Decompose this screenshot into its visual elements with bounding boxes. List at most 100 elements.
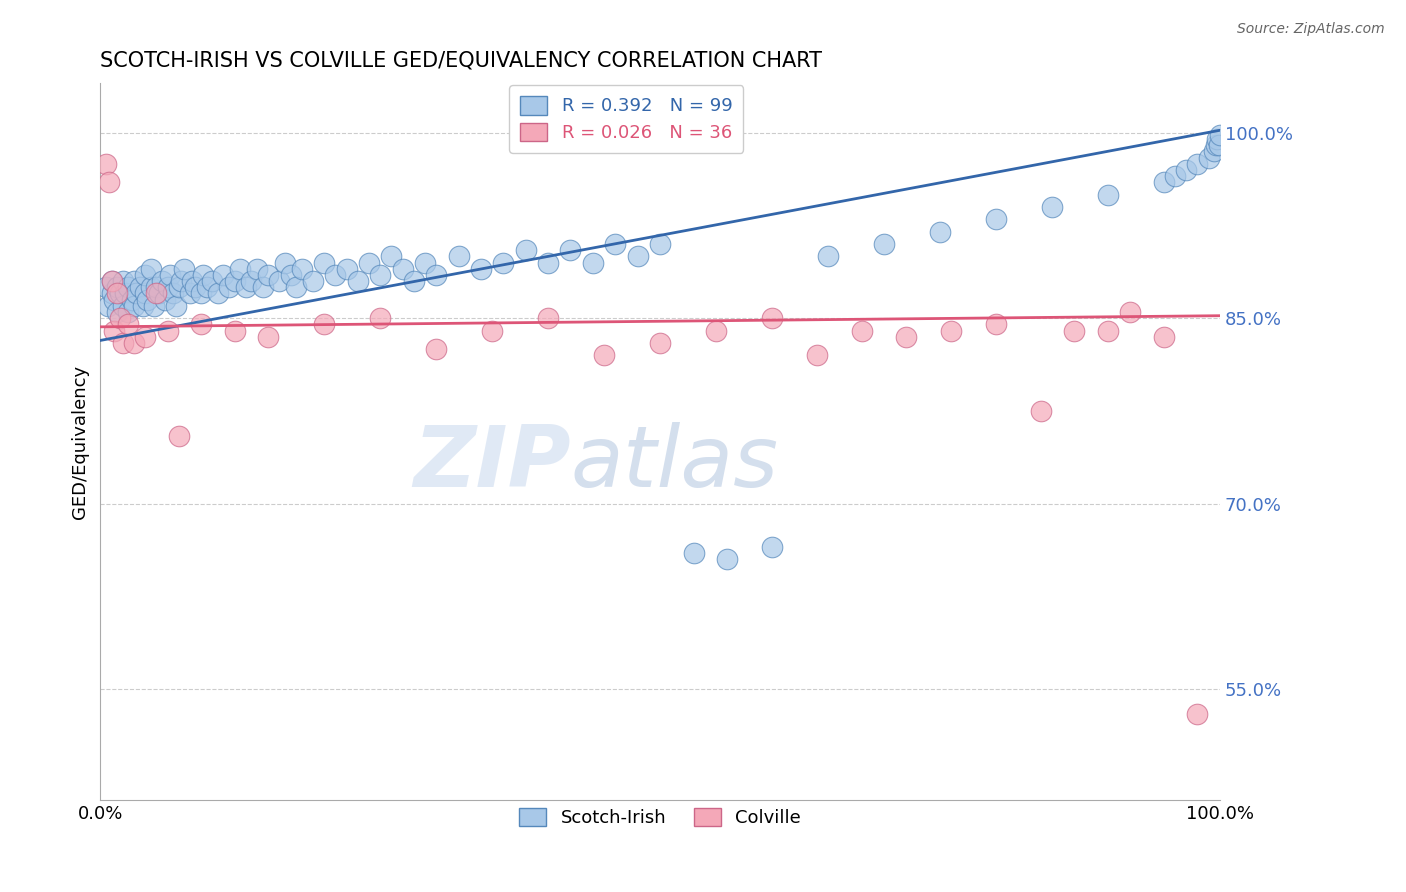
Point [148,286,170,301]
Point [105,305,128,319]
Point [593,348,616,362]
Point [357,255,380,269]
Point [240,274,263,288]
Point [1198,151,1220,165]
Point [605,237,627,252]
Point [139,261,162,276]
Point [1187,706,1209,721]
Legend: Scotch-Irish, Colville: Scotch-Irish, Colville [512,800,808,834]
Text: ZIP: ZIP [413,422,571,505]
Point [110,311,132,326]
Point [193,268,215,282]
Point [139,280,162,294]
Point [121,293,143,307]
Point [413,255,436,269]
Point [201,274,224,288]
Point [346,274,368,288]
Point [195,280,218,294]
Point [117,280,139,294]
Point [190,318,212,332]
Point [128,280,150,294]
Point [167,428,190,442]
Point [470,261,492,276]
Point [817,249,839,263]
Point [100,274,122,288]
Point [325,268,347,282]
Point [1119,305,1142,319]
Point [105,280,128,294]
Point [97,299,120,313]
Point [280,268,302,282]
Point [170,274,193,288]
Point [1175,162,1198,177]
Point [380,249,402,263]
Point [103,324,125,338]
Point [1097,324,1119,338]
Point [122,299,145,313]
Point [873,237,896,252]
Point [111,335,134,350]
Point [111,299,134,313]
Text: Source: ZipAtlas.com: Source: ZipAtlas.com [1237,22,1385,37]
Point [492,255,515,269]
Point [928,225,950,239]
Point [150,274,173,288]
Point [402,274,425,288]
Point [134,268,156,282]
Point [425,268,447,282]
Point [117,305,139,319]
Point [481,324,503,338]
Point [224,324,246,338]
Y-axis label: GED/Equivalency: GED/Equivalency [72,365,89,519]
Point [1153,329,1175,343]
Point [537,311,560,326]
Point [896,329,918,343]
Point [851,324,873,338]
Point [1187,157,1209,171]
Text: atlas: atlas [571,422,779,505]
Point [447,249,470,263]
Point [94,280,117,294]
Point [94,157,117,171]
Point [761,311,783,326]
Point [368,311,391,326]
Point [110,286,132,301]
Point [162,286,184,301]
Point [1097,187,1119,202]
Point [1063,324,1085,338]
Point [314,318,336,332]
Point [235,280,257,294]
Point [166,299,188,313]
Point [1209,128,1232,143]
Point [212,268,235,282]
Point [136,293,159,307]
Point [761,540,783,554]
Point [274,255,297,269]
Point [145,286,167,301]
Point [134,329,156,343]
Point [682,546,704,560]
Point [704,324,727,338]
Point [391,261,413,276]
Point [117,318,139,332]
Point [1040,200,1063,214]
Point [285,280,308,294]
Point [155,293,177,307]
Point [181,274,204,288]
Point [806,348,828,362]
Point [100,286,122,301]
Point [111,274,134,288]
Point [125,286,148,301]
Point [314,255,336,269]
Point [159,268,181,282]
Point [257,268,280,282]
Point [252,280,274,294]
Point [582,255,605,269]
Text: SCOTCH-IRISH VS COLVILLE GED/EQUIVALENCY CORRELATION CHART: SCOTCH-IRISH VS COLVILLE GED/EQUIVALENCY… [100,51,823,70]
Point [1206,132,1229,146]
Point [336,261,359,276]
Point [1204,145,1226,159]
Point [145,280,167,294]
Point [984,318,1007,332]
Point [716,552,738,566]
